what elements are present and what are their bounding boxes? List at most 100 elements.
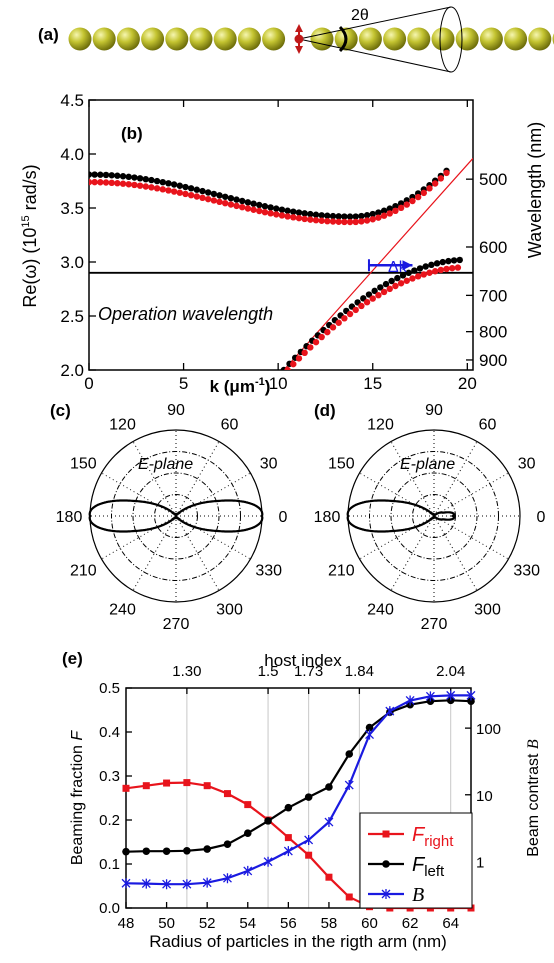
cone-angle-label: 2θ <box>351 7 369 24</box>
data-point <box>426 269 433 276</box>
data-point <box>119 180 127 187</box>
polar-ring <box>154 494 198 538</box>
data-point <box>278 206 286 213</box>
radiation-pattern <box>346 499 455 533</box>
top-tick-label: 1.5 <box>258 663 279 680</box>
data-point <box>187 192 195 199</box>
data-point <box>102 171 110 179</box>
y-tick-label: 3.0 <box>60 253 84 272</box>
y-tick-labels: 2.0 2.5 3.0 3.5 4.0 4.5 <box>60 91 84 380</box>
data-point <box>278 212 286 219</box>
legend-label: Fright <box>412 824 454 850</box>
data-point <box>239 203 246 211</box>
data-point <box>142 175 149 183</box>
data-point <box>380 288 388 296</box>
polar-angle-label: 210 <box>328 563 355 580</box>
data-point <box>284 366 291 370</box>
data-point <box>183 847 191 855</box>
x-tick-label: 58 <box>321 915 338 932</box>
polar-angle-label: 90 <box>425 402 443 419</box>
plot-frame <box>88 99 474 371</box>
data-point <box>244 801 252 809</box>
data-point <box>182 190 189 198</box>
data-point <box>301 210 308 217</box>
panel-d-polar-chart: (d) 0 30 60 90 120 150 180 210 240 270 300 330 E-pl… <box>314 401 546 633</box>
polar-angle-label: 240 <box>109 602 136 619</box>
data-point <box>371 287 378 295</box>
top-tick-label: 2.04 <box>436 663 465 680</box>
data-point <box>182 879 192 890</box>
data-point <box>131 181 138 189</box>
particle-sphere <box>189 27 213 51</box>
data-point <box>318 217 325 224</box>
polar-angle-label: 240 <box>367 602 394 619</box>
data-point <box>312 211 320 218</box>
data-point <box>409 197 416 205</box>
data-point <box>244 205 252 212</box>
polar-angle-label: 0 <box>537 509 546 526</box>
dispersion-series <box>89 167 463 370</box>
polar-angle-label: 180 <box>314 509 341 526</box>
y-tick-labels: 0.0 0.1 0.2 0.3 0.4 0.5 <box>99 680 120 917</box>
data-point <box>446 690 456 701</box>
data-point <box>89 171 93 178</box>
data-point <box>381 889 391 899</box>
data-point <box>204 195 212 203</box>
data-point <box>456 256 463 264</box>
data-point <box>304 834 314 845</box>
data-point <box>312 338 320 346</box>
data-point <box>203 782 211 790</box>
y-tick-label: 4.5 <box>60 91 84 110</box>
legend: Fright Fleft B <box>359 812 473 909</box>
data-point <box>233 196 240 203</box>
panel-a-particle-chain: (a) 2θ <box>38 6 554 73</box>
top-tick-label: 1.73 <box>294 663 323 680</box>
particle-sphere <box>358 27 382 51</box>
data-point <box>233 202 240 210</box>
data-point <box>437 175 445 182</box>
data-point <box>239 197 246 205</box>
particle-sphere <box>141 27 165 51</box>
data-point <box>263 856 273 867</box>
data-point <box>405 695 415 706</box>
data-point <box>409 275 416 282</box>
data-point <box>382 860 390 868</box>
y2-axis-title: Wavelength (nm) <box>525 122 545 258</box>
data-point <box>422 263 429 270</box>
data-point <box>89 178 93 186</box>
data-point <box>108 179 115 187</box>
data-point <box>341 315 348 322</box>
data-point <box>136 182 144 189</box>
data-point <box>295 214 303 222</box>
particle-sphere <box>116 27 140 51</box>
data-point <box>388 277 395 285</box>
data-point <box>377 284 384 291</box>
x-tick-label: 62 <box>402 915 419 932</box>
data-point <box>290 360 297 368</box>
data-point <box>159 178 166 186</box>
data-point <box>341 218 348 226</box>
data-point <box>183 779 191 787</box>
data-point <box>411 267 418 274</box>
polar-angle-label: 90 <box>167 402 185 419</box>
data-point <box>369 295 376 302</box>
data-point <box>216 192 223 199</box>
data-point <box>369 210 376 218</box>
data-point <box>243 865 253 876</box>
polar-angle-label: 150 <box>70 456 97 473</box>
data-point <box>363 212 371 219</box>
data-point <box>375 209 382 216</box>
data-point <box>295 209 303 216</box>
data-point <box>244 199 252 206</box>
y-tick-label: 0.1 <box>99 856 120 873</box>
legend-label: B <box>412 884 424 906</box>
data-point <box>261 208 269 216</box>
data-point <box>227 201 235 208</box>
x-tick-label: 5 <box>179 374 188 393</box>
series-line <box>125 694 471 886</box>
panel-c-label: (c) <box>50 401 71 420</box>
axis-ticks <box>88 99 473 371</box>
data-point <box>345 893 353 901</box>
data-point <box>307 216 314 223</box>
data-point <box>305 851 313 859</box>
